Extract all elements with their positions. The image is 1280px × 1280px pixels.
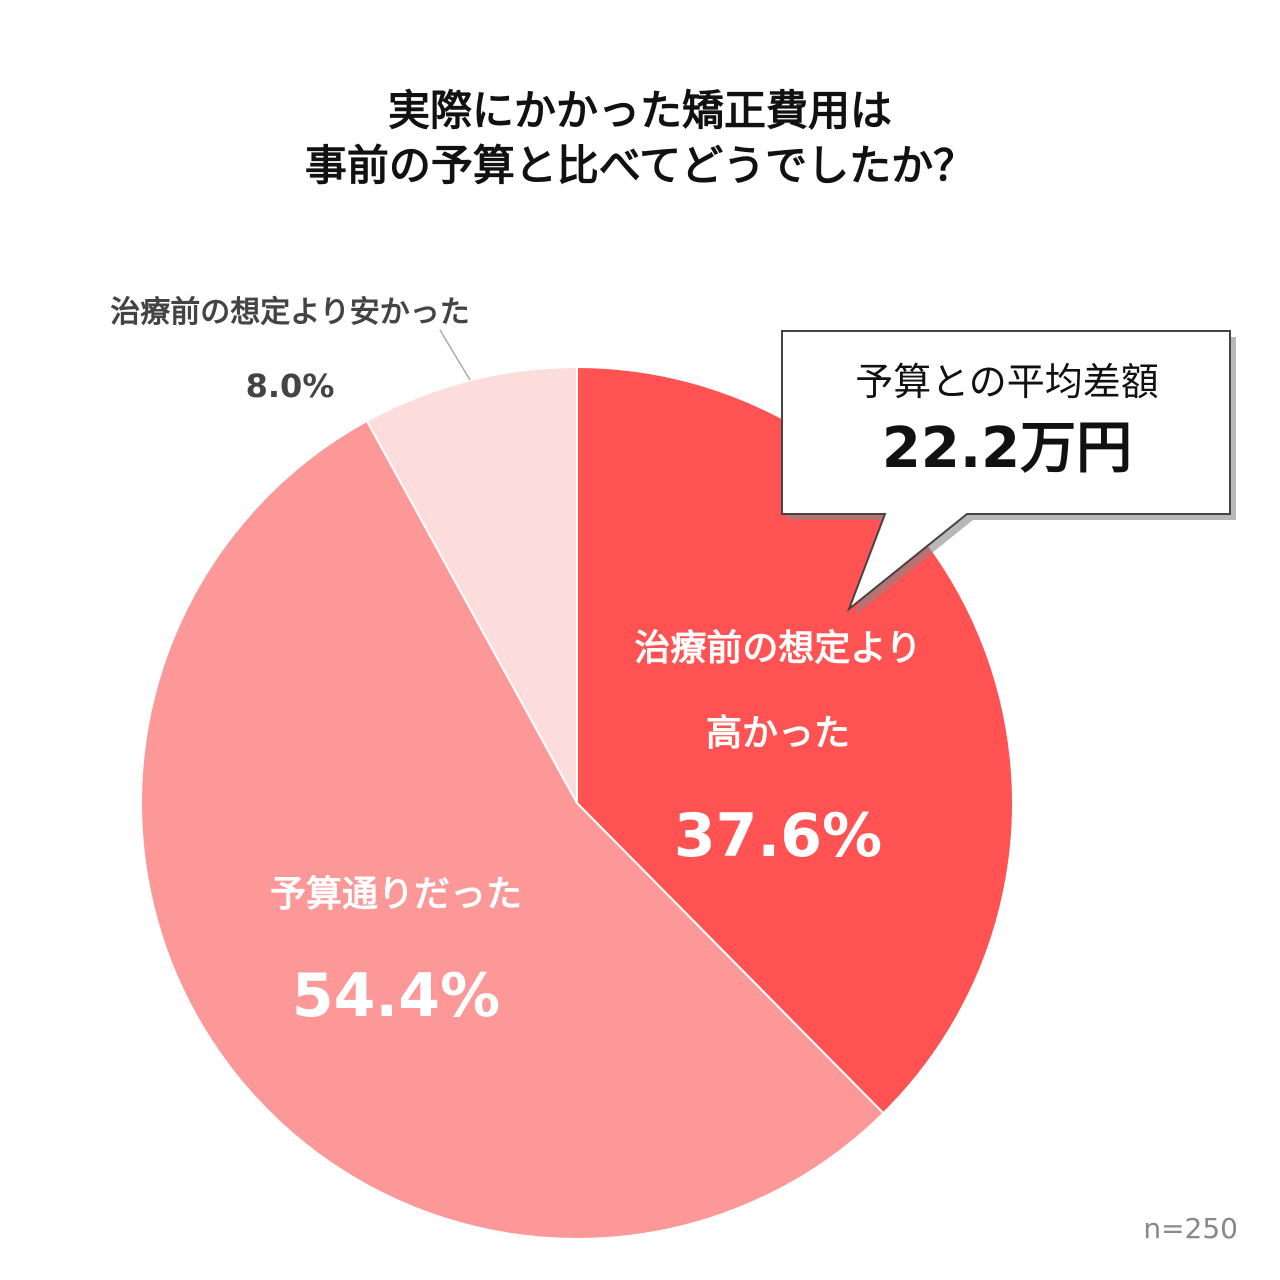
slice-label-same: 予算通りだった [270, 874, 522, 915]
slice-same [140, 419, 885, 1240]
callout-value: 22.2万円 [882, 416, 1132, 481]
average-difference-callout: 予算との平均差額 22.2万円 [781, 330, 1236, 615]
callout-label: 予算との平均差額 [855, 360, 1159, 404]
slice-value-low: 8.0% [246, 367, 335, 405]
leader-line [439, 329, 471, 381]
slice-label-high-line-1: 治療前の想定より [634, 628, 921, 669]
slice-label-high-line-2: 高かった [706, 713, 850, 754]
chart-title-line-1: 実際にかかった矯正費用は [388, 86, 892, 135]
chart-title-line-2: 事前の予算と比べてどうでしたか？ [305, 141, 975, 190]
slice-low [365, 365, 578, 804]
sample-size-note: n=250 [1143, 1212, 1238, 1245]
slice-label-low: 治療前の想定より安かった [110, 295, 469, 330]
slice-value-same: 54.4% [292, 961, 500, 1031]
callout-box [781, 330, 1231, 613]
slice-value-high: 37.6% [674, 801, 882, 871]
